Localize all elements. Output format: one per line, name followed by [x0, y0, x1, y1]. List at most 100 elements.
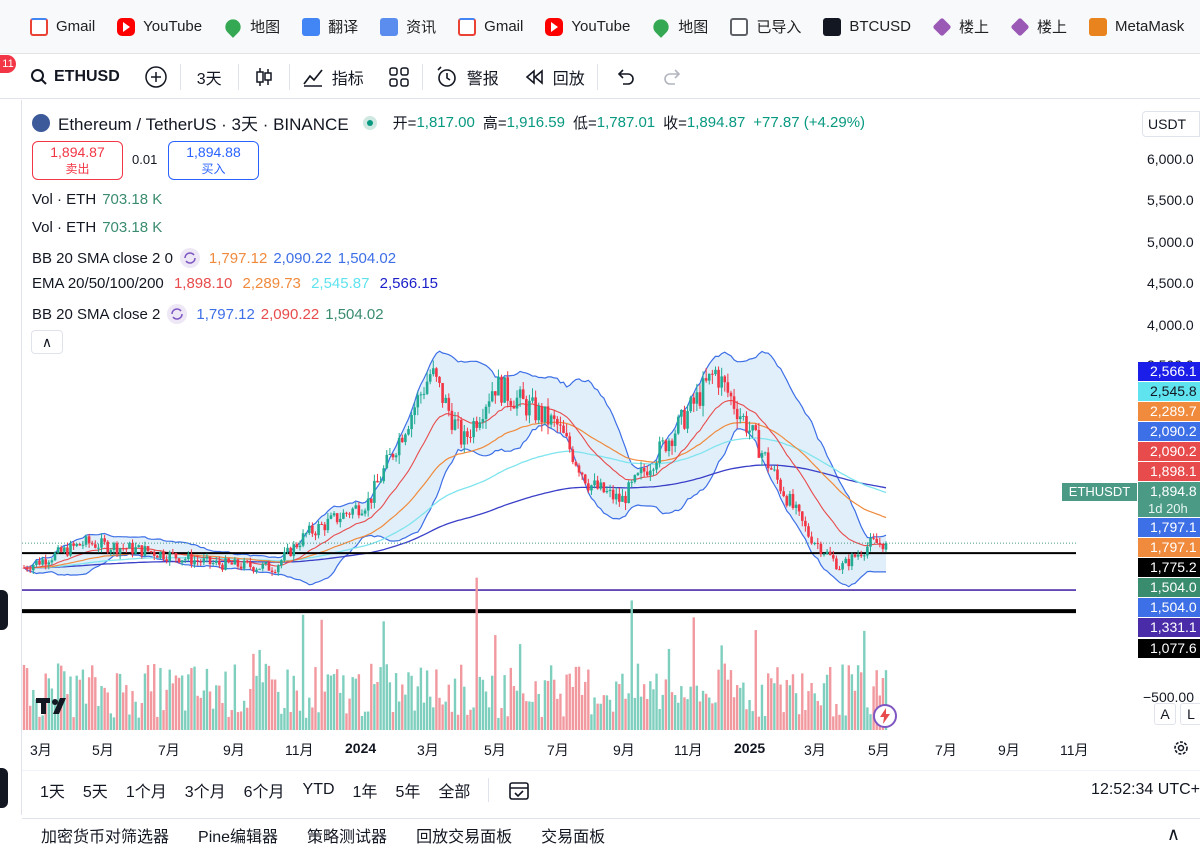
volume-bar	[35, 699, 38, 730]
refresh-icon[interactable]	[179, 247, 201, 269]
candle-body	[673, 433, 677, 447]
change-value: +77.87 (+4.29%)	[753, 114, 866, 131]
volume-bar	[677, 702, 680, 730]
candle-body	[236, 559, 240, 567]
volume-bar	[360, 716, 364, 730]
range-button[interactable]: 6个月	[243, 783, 285, 801]
volume-bar	[466, 714, 469, 730]
volume-bar	[404, 694, 407, 730]
candle-body	[580, 472, 584, 475]
bookmark-item[interactable]: 资讯	[380, 16, 436, 37]
volume-legend[interactable]: Vol · ETH 703.18 K	[32, 219, 168, 236]
buy-button[interactable]: 1,894.88 买入	[168, 141, 259, 180]
volume-bar	[134, 701, 137, 730]
range-button[interactable]: 全部	[438, 783, 471, 801]
layouts-button[interactable]	[376, 55, 422, 99]
log-scale-button[interactable]: L	[1180, 703, 1200, 725]
candle-body	[249, 561, 252, 568]
panel-tab[interactable]: 回放交易面板	[416, 828, 513, 846]
bookmark-item[interactable]: 已导入	[730, 16, 801, 37]
currency-selector[interactable]: USDT	[1142, 111, 1200, 137]
bookmark-item[interactable]: Gmail	[458, 17, 523, 36]
range-button[interactable]: 1个月	[125, 783, 167, 801]
youtube-icon	[545, 17, 564, 36]
volume-legend[interactable]: Vol · ETH 703.18 K	[32, 191, 168, 208]
chevron-up-icon[interactable]: ∧	[1166, 824, 1180, 844]
ema20-value: 1,898.10	[173, 275, 233, 292]
volume-bar	[518, 644, 522, 730]
bollinger-legend[interactable]: BB 20 SMA close 2 0 1,797.12 2,090.22 1,…	[32, 247, 402, 269]
drawing-tool-handle[interactable]	[0, 768, 8, 808]
symbol-search-button[interactable]: ETHUSD	[0, 55, 132, 99]
volume-bar	[317, 712, 320, 730]
candle-body	[543, 406, 547, 423]
bookmark-item[interactable]: 地图	[650, 15, 709, 38]
candle-body	[295, 544, 299, 548]
volume-bar	[329, 675, 333, 730]
bookmark-item[interactable]: 楼上	[932, 16, 989, 37]
volume-bar	[664, 679, 668, 730]
bollinger-basis: 1,797.12	[196, 305, 255, 323]
volume-bar	[695, 685, 699, 730]
volume-bar	[342, 675, 345, 730]
bookmark-item[interactable]: 翻译	[302, 16, 358, 37]
range-button[interactable]: 1天	[40, 783, 65, 801]
volume-bar	[122, 692, 125, 730]
bookmark-item[interactable]: 地图	[222, 15, 280, 38]
candle-body	[369, 498, 373, 503]
panel-tab[interactable]: Pine编辑器	[198, 828, 279, 846]
replay-button[interactable]: 回放	[511, 55, 597, 99]
panel-tab[interactable]: 策略测试器	[307, 828, 388, 846]
ema-legend[interactable]: EMA 20/50/100/200 1,898.10 2,289.73 2,54…	[32, 275, 444, 292]
compare-button[interactable]	[132, 55, 180, 99]
bookmark-label: 地图	[678, 19, 709, 36]
gmail-icon	[30, 17, 48, 36]
lightning-icon[interactable]	[872, 703, 898, 729]
bookmark-item[interactable]: MetaMask	[1089, 17, 1184, 36]
volume-bar	[859, 672, 863, 730]
candle-body	[627, 482, 630, 504]
range-button[interactable]: 5天	[82, 783, 108, 801]
clock-display[interactable]: 12:52:34 UTC+	[1091, 780, 1200, 798]
replay-label: 回放	[552, 70, 585, 88]
chart-canvas[interactable]	[22, 100, 1138, 730]
range-button[interactable]: 5年	[395, 783, 421, 801]
volume-bar	[56, 663, 60, 730]
candle-body	[345, 512, 348, 514]
bookmark-item[interactable]: Gmail	[30, 17, 95, 36]
panel-tab[interactable]: 加密货币对筛选器	[41, 828, 170, 846]
bookmark-item[interactable]: YouTube	[117, 17, 202, 36]
bollinger-legend[interactable]: BB 20 SMA close 2 1,797.12 2,090.22 1,50…	[32, 303, 390, 325]
bookmarks-bar: Gmail YouTube 地图 翻译 资讯 Gmail YouTube 地图 已导入 BTCUS…	[0, 0, 1200, 54]
auto-scale-button[interactable]: A	[1154, 703, 1176, 725]
alerts-button[interactable]: 警报	[423, 55, 511, 99]
indicators-button[interactable]: 指标	[290, 55, 376, 99]
bookmark-item[interactable]: YouTube	[545, 17, 630, 36]
notification-badge[interactable]: 11	[0, 55, 16, 73]
range-button[interactable]: YTD	[302, 780, 335, 798]
drawing-tool-handle[interactable]	[0, 590, 8, 630]
collapse-legend-button[interactable]: ∧	[31, 330, 63, 354]
market-status-icon[interactable]	[362, 115, 377, 130]
interval-button[interactable]: 3天	[181, 55, 238, 99]
price-tick: 5,000.0	[1147, 234, 1194, 250]
bookmark-item[interactable]: 楼上	[1010, 16, 1067, 37]
volume-bar	[729, 670, 733, 730]
refresh-icon[interactable]	[166, 303, 188, 325]
undo-button[interactable]	[598, 55, 652, 99]
chart-type-button[interactable]	[239, 55, 289, 99]
gear-icon[interactable]	[1171, 738, 1191, 758]
toolbar-divider	[421, 63, 423, 90]
calendar-goto-icon[interactable]	[507, 778, 531, 802]
candle-body	[503, 377, 506, 403]
volume-bar	[745, 709, 748, 730]
range-button[interactable]: 3个月	[184, 783, 226, 801]
volume-bar	[428, 696, 432, 730]
redo-button[interactable]	[652, 55, 694, 99]
panel-tab[interactable]: 交易面板	[541, 828, 606, 846]
volume-bar	[590, 714, 593, 730]
range-button[interactable]: 1年	[352, 783, 378, 801]
sell-button[interactable]: 1,894.87 卖出	[32, 141, 123, 180]
symbol-title[interactable]: Ethereum / TetherUS · 3天 · BINANCE	[58, 115, 349, 134]
bookmark-item[interactable]: BTCUSD	[823, 17, 911, 36]
